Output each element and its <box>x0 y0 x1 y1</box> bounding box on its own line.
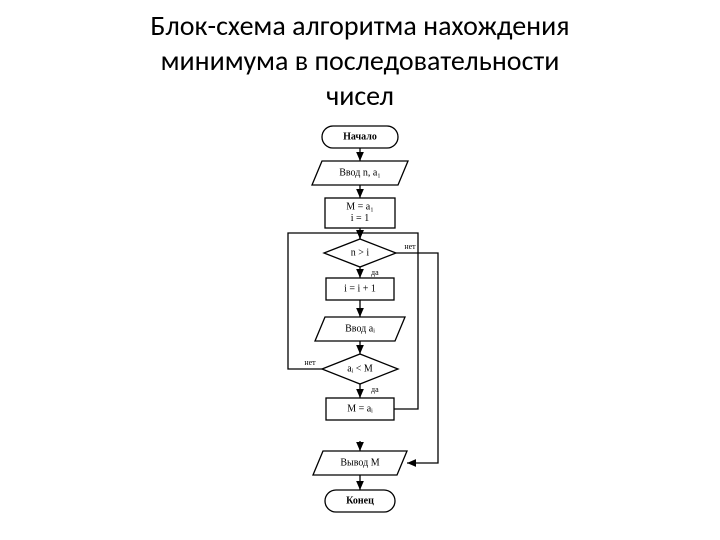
svg-text:M = a₁: M = a₁ <box>346 202 373 213</box>
title-line-2: минимума в последовательности <box>161 43 560 78</box>
flowchart-diagram: Начало Ввод n, a₁ M = a₁i = 1 n > i i = i + … <box>260 125 470 525</box>
svg-text:n > i: n > i <box>351 247 370 258</box>
svg-text:Конец: Конец <box>346 495 374 506</box>
svg-text:Начало: Начало <box>343 131 377 142</box>
svg-text:Ввод aᵢ: Ввод aᵢ <box>345 323 375 334</box>
svg-text:M = aᵢ: M = aᵢ <box>347 403 373 414</box>
svg-text:нет: нет <box>404 242 416 251</box>
svg-text:i = 1: i = 1 <box>351 213 369 224</box>
svg-text:aᵢ < M: aᵢ < M <box>347 363 373 374</box>
svg-text:да: да <box>371 385 379 394</box>
title-line-3: чисел <box>326 78 394 113</box>
slide-title: Блок-схема алгоритма нахождения минимума… <box>0 0 720 113</box>
svg-text:Вывод M: Вывод M <box>340 457 379 468</box>
title-line-1: Блок-схема алгоритма нахождения <box>150 8 569 43</box>
svg-text:i = i + 1: i = i + 1 <box>344 283 376 294</box>
svg-text:нет: нет <box>304 358 316 367</box>
svg-text:да: да <box>371 268 379 277</box>
svg-text:Ввод n, a₁: Ввод n, a₁ <box>339 167 381 178</box>
